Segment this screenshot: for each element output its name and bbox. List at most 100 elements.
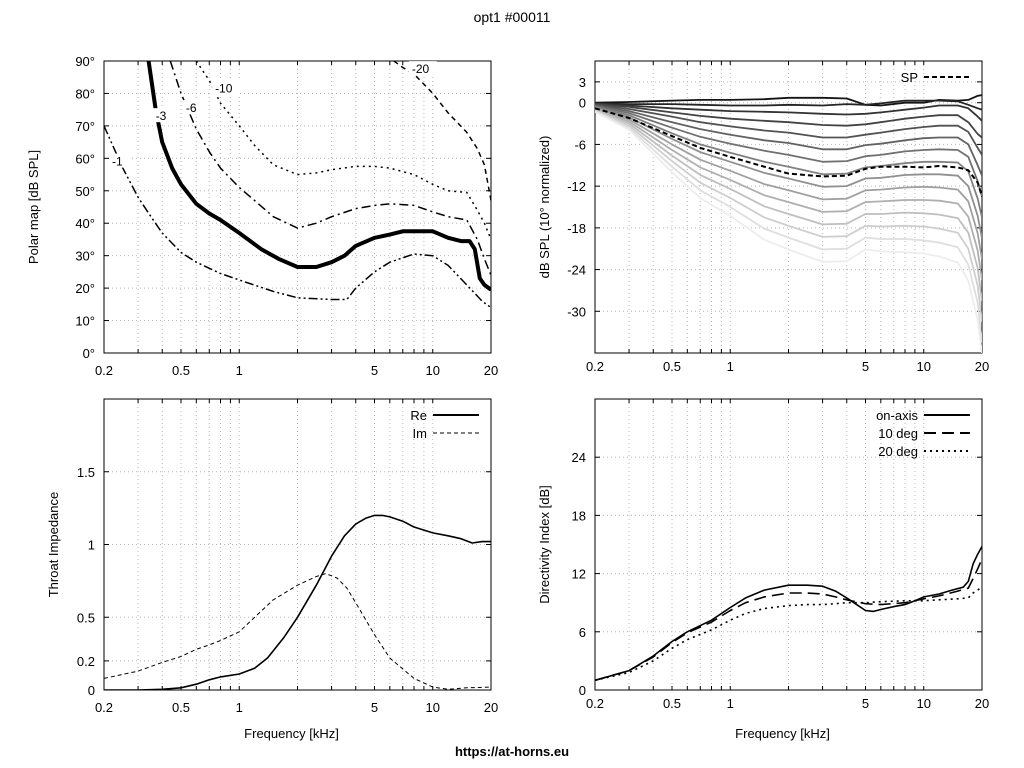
y-tick-label: 3 — [579, 75, 586, 90]
x-tick-label: 20 — [975, 359, 989, 374]
legend-label: on-axis — [876, 408, 918, 423]
x-tick-label: 1 — [236, 700, 243, 715]
y-tick-label: 90° — [75, 54, 95, 69]
series-group — [104, 514, 491, 690]
y-tick-label: 80° — [75, 86, 95, 101]
series-line-polar-13 — [595, 109, 982, 322]
x-tick-label: 0.5 — [172, 700, 190, 715]
contour-label-bg — [408, 61, 437, 76]
y-tick-label: 0° — [83, 346, 95, 361]
chart-polar: 0.2 0.5 1 5 10 20 0° 10° 20° 30° 40° 50° 60° 70° 80° 90… — [26, 54, 498, 378]
y-tick-label: 60° — [75, 151, 95, 166]
series-group — [104, 61, 491, 309]
legend-label: Im — [413, 426, 427, 441]
series-line-Re — [104, 514, 491, 690]
series-line-polar-7 — [595, 105, 982, 197]
series-line-20 deg — [595, 586, 982, 682]
y-tick-label: 20° — [75, 281, 95, 296]
series-line-polar-4 — [595, 103, 982, 139]
series-line-on-axis — [595, 546, 982, 682]
series-line-SP — [595, 107, 982, 197]
y-axis-label: dB SPL (10° normalized) — [537, 136, 552, 279]
series-line-polar-11 — [595, 108, 982, 281]
y-tick-label: 30° — [75, 249, 95, 264]
series-group — [595, 546, 982, 682]
y-tick-label: -12 — [567, 179, 586, 194]
y-tick-label: 50° — [75, 184, 95, 199]
x-tick-label: 0.2 — [586, 696, 604, 711]
x-tick-label: 10 — [917, 696, 931, 711]
y-tick-label: 0.5 — [77, 610, 95, 625]
y-tick-label: 12 — [572, 567, 586, 582]
series-line-polar-9 — [595, 106, 982, 239]
x-tick-label: 0.5 — [172, 363, 190, 378]
y-tick-label: 0 — [579, 683, 586, 698]
series-line-Im — [104, 573, 491, 690]
series-line-polar-8 — [595, 106, 982, 218]
contour-label-bg — [182, 100, 203, 115]
figure-title: opt1 #00011 — [473, 9, 551, 25]
y-tick-label: 0.2 — [77, 654, 95, 669]
series-line--10 — [195, 61, 491, 240]
x-tick-label: 1 — [727, 359, 734, 374]
y-tick-label: 1.5 — [77, 465, 95, 480]
y-axis-label: Throat Impedance — [46, 492, 61, 598]
series-line-polar-2 — [595, 99, 982, 111]
y-tick-label: 70° — [75, 119, 95, 134]
x-tick-label: 10 — [426, 700, 440, 715]
y-tick-label: 0 — [579, 96, 586, 111]
x-tick-label: 5 — [862, 359, 869, 374]
y-tick-label: -6 — [574, 137, 586, 152]
y-tick-label: 24 — [572, 450, 586, 465]
series-line-polar-14 — [595, 110, 982, 343]
series-line-polar-15 — [595, 111, 982, 353]
x-tick-label: 10 — [917, 359, 931, 374]
y-tick-label: 10° — [75, 314, 95, 329]
x-tick-label: 5 — [371, 700, 378, 715]
x-tick-label: 5 — [371, 363, 378, 378]
series-line-polar-5 — [595, 103, 982, 156]
contour-label-bg — [109, 153, 130, 168]
x-tick-label: 20 — [484, 700, 498, 715]
contour-label: -20 — [412, 62, 430, 76]
series-line--3 — [146, 61, 491, 292]
y-tick-label: 40° — [75, 216, 95, 231]
series-line-polar-3 — [595, 102, 982, 122]
contour-label: -10 — [215, 82, 233, 96]
tick-marks — [594, 399, 983, 691]
legend-label: 10 deg — [878, 426, 918, 441]
contour-label: -6 — [186, 101, 197, 115]
x-tick-label: 0.5 — [663, 696, 681, 711]
y-tick-label: 1 — [88, 538, 95, 553]
plot-frame — [594, 398, 983, 691]
x-tick-label: 20 — [484, 363, 498, 378]
x-axis-label: Frequency [kHz] — [735, 726, 830, 741]
x-tick-label: 0.5 — [663, 359, 681, 374]
y-tick-label: -24 — [567, 263, 586, 278]
contour-label-bg — [152, 108, 173, 123]
contour-label: -3 — [156, 109, 167, 123]
grid-lines — [104, 61, 491, 353]
x-tick-label: 0.2 — [586, 359, 604, 374]
series-line--6 — [169, 61, 491, 276]
series-line-polar-6 — [595, 104, 982, 177]
y-axis-label: Directivity Index [dB] — [537, 485, 552, 604]
y-tick-label: 0 — [88, 683, 95, 698]
footer-url: https://at-horns.eu — [454, 744, 570, 759]
series-line-on-axis — [595, 94, 982, 107]
y-tick-label: 18 — [572, 508, 586, 523]
y-axis-label: Polar map [dB SPL] — [26, 150, 41, 264]
legend-label: Re — [410, 408, 427, 423]
contour-label: -1 — [112, 155, 123, 169]
legend-label: 20 deg — [878, 444, 918, 459]
x-tick-label: 1 — [727, 696, 734, 711]
x-tick-label: 0.2 — [95, 700, 113, 715]
chart-directivity: 0.2 0.5 1 5 10 20 0 6 12 18 24 Frequency [kHz] Direc… — [537, 398, 989, 741]
y-tick-label: 6 — [579, 625, 586, 640]
x-tick-label: 1 — [236, 363, 243, 378]
series-line--1 — [104, 125, 491, 309]
x-tick-label: 5 — [862, 696, 869, 711]
